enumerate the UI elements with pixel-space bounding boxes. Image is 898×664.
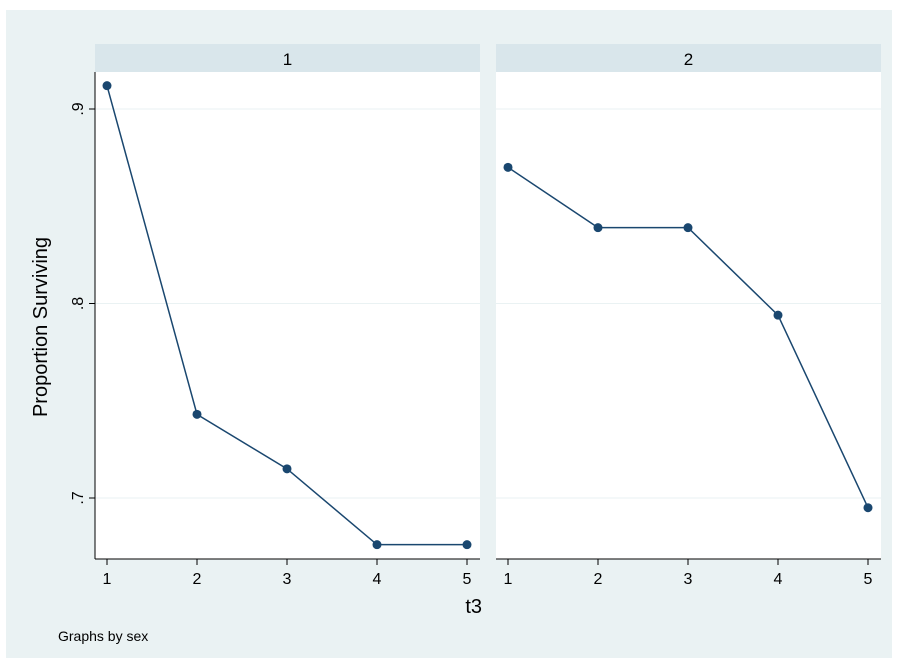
graphs-by-note: Graphs by sex [58,628,148,644]
data-point [773,310,783,320]
x-axis-title: t3 [465,596,482,618]
x-tick-label: 2 [193,571,202,588]
x-tick-label: 4 [373,571,382,588]
data-point [372,540,382,550]
data-point [192,409,202,419]
panels-layer: 1 1 2 3 4 5 2 1 2 3 4 5 [95,44,881,588]
x-tick-label: 1 [103,571,112,588]
y-axis: .7 .8 .9 [70,72,96,559]
y-tick-label: .8 [70,297,87,310]
data-point [282,464,292,474]
plot-area [496,72,881,559]
plot-area [95,72,480,559]
panel-2: 2 1 2 3 4 5 [496,44,881,588]
y-axis-title: Proportion Surviving [30,237,52,417]
x-tick-label: 5 [463,571,472,588]
x-tick-label: 1 [504,571,513,588]
y-tick-label: .7 [70,491,87,504]
data-point [683,223,693,233]
x-tick-label: 5 [864,571,873,588]
panel-title: 2 [684,50,693,69]
x-tick-label: 3 [684,571,693,588]
panel-header [95,44,480,72]
panel-1: 1 1 2 3 4 5 [95,44,480,588]
panel-header [496,44,881,72]
data-point [863,503,873,513]
data-point [102,81,112,91]
y-tick-label: .9 [70,102,87,115]
x-tick-label: 4 [774,571,783,588]
data-point [593,223,603,233]
x-tick-label: 3 [283,571,292,588]
data-point [503,162,513,172]
panel-title: 1 [283,50,292,69]
data-point [462,540,472,550]
x-tick-label: 2 [594,571,603,588]
